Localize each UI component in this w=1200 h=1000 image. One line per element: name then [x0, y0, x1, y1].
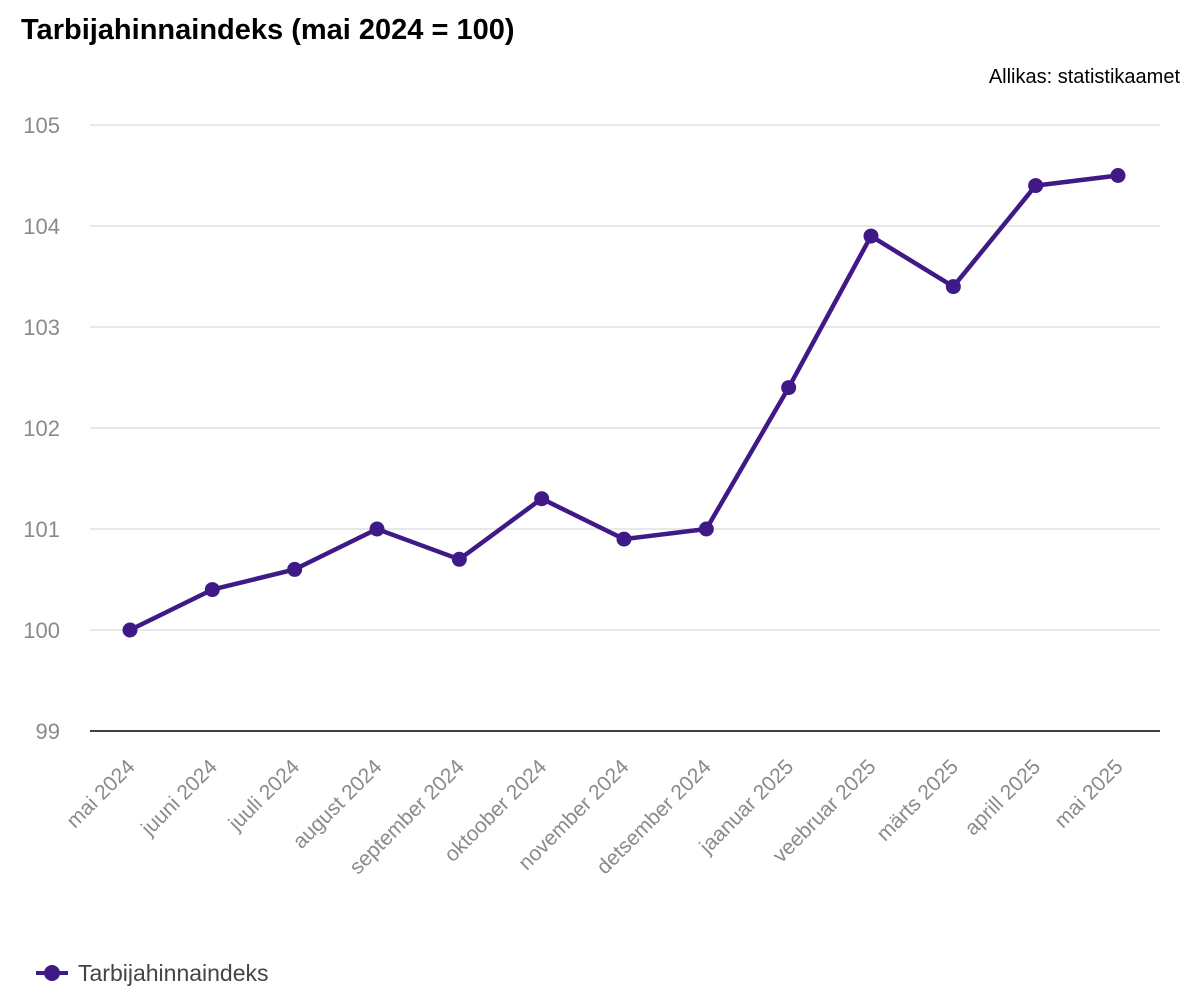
- data-point: [863, 228, 879, 244]
- data-point: [781, 380, 797, 396]
- legend: Tarbijahinnaindeks: [36, 957, 269, 989]
- data-point: [616, 531, 632, 547]
- y-tick-label: 99: [36, 719, 60, 744]
- legend-marker: [36, 963, 68, 983]
- data-point: [1028, 178, 1044, 194]
- data-point: [369, 521, 385, 537]
- y-tick-label: 101: [23, 517, 60, 542]
- y-tick-label: 105: [23, 113, 60, 138]
- data-point: [1110, 168, 1126, 183]
- y-tick-label: 104: [23, 214, 60, 239]
- series-line: [127, 173, 1121, 633]
- y-tick-label: 103: [23, 315, 60, 340]
- y-tick-label: 100: [23, 618, 60, 643]
- chart-source: Allikas: statistikaamet: [988, 66, 1180, 88]
- x-tick-label: aprill 2025: [960, 755, 1045, 840]
- data-point: [204, 582, 220, 598]
- legend-dot-swatch: [44, 965, 60, 981]
- data-point: [945, 279, 961, 295]
- data-point: [287, 561, 303, 577]
- series-layer: [122, 168, 1126, 638]
- data-point: [451, 551, 467, 567]
- data-point: [698, 521, 714, 537]
- grid-lines: [90, 124, 1160, 732]
- x-tick-label: mai 2024: [62, 755, 140, 833]
- x-tick-label: juuni 2024: [136, 755, 222, 841]
- legend-label: Tarbijahinnaindeks: [78, 959, 269, 986]
- x-tick-label: mai 2025: [1050, 755, 1127, 832]
- x-tick-label: juuli 2024: [224, 755, 305, 836]
- data-point: [122, 622, 138, 638]
- chart-title: Tarbijahinnaindeks (mai 2024 = 100): [21, 14, 515, 46]
- y-axis-ticks: 99 100 101 102 103 104 105: [23, 113, 60, 744]
- data-point: [534, 491, 550, 507]
- y-tick-label: 102: [23, 416, 60, 441]
- x-tick-label: märts 2025: [872, 755, 963, 846]
